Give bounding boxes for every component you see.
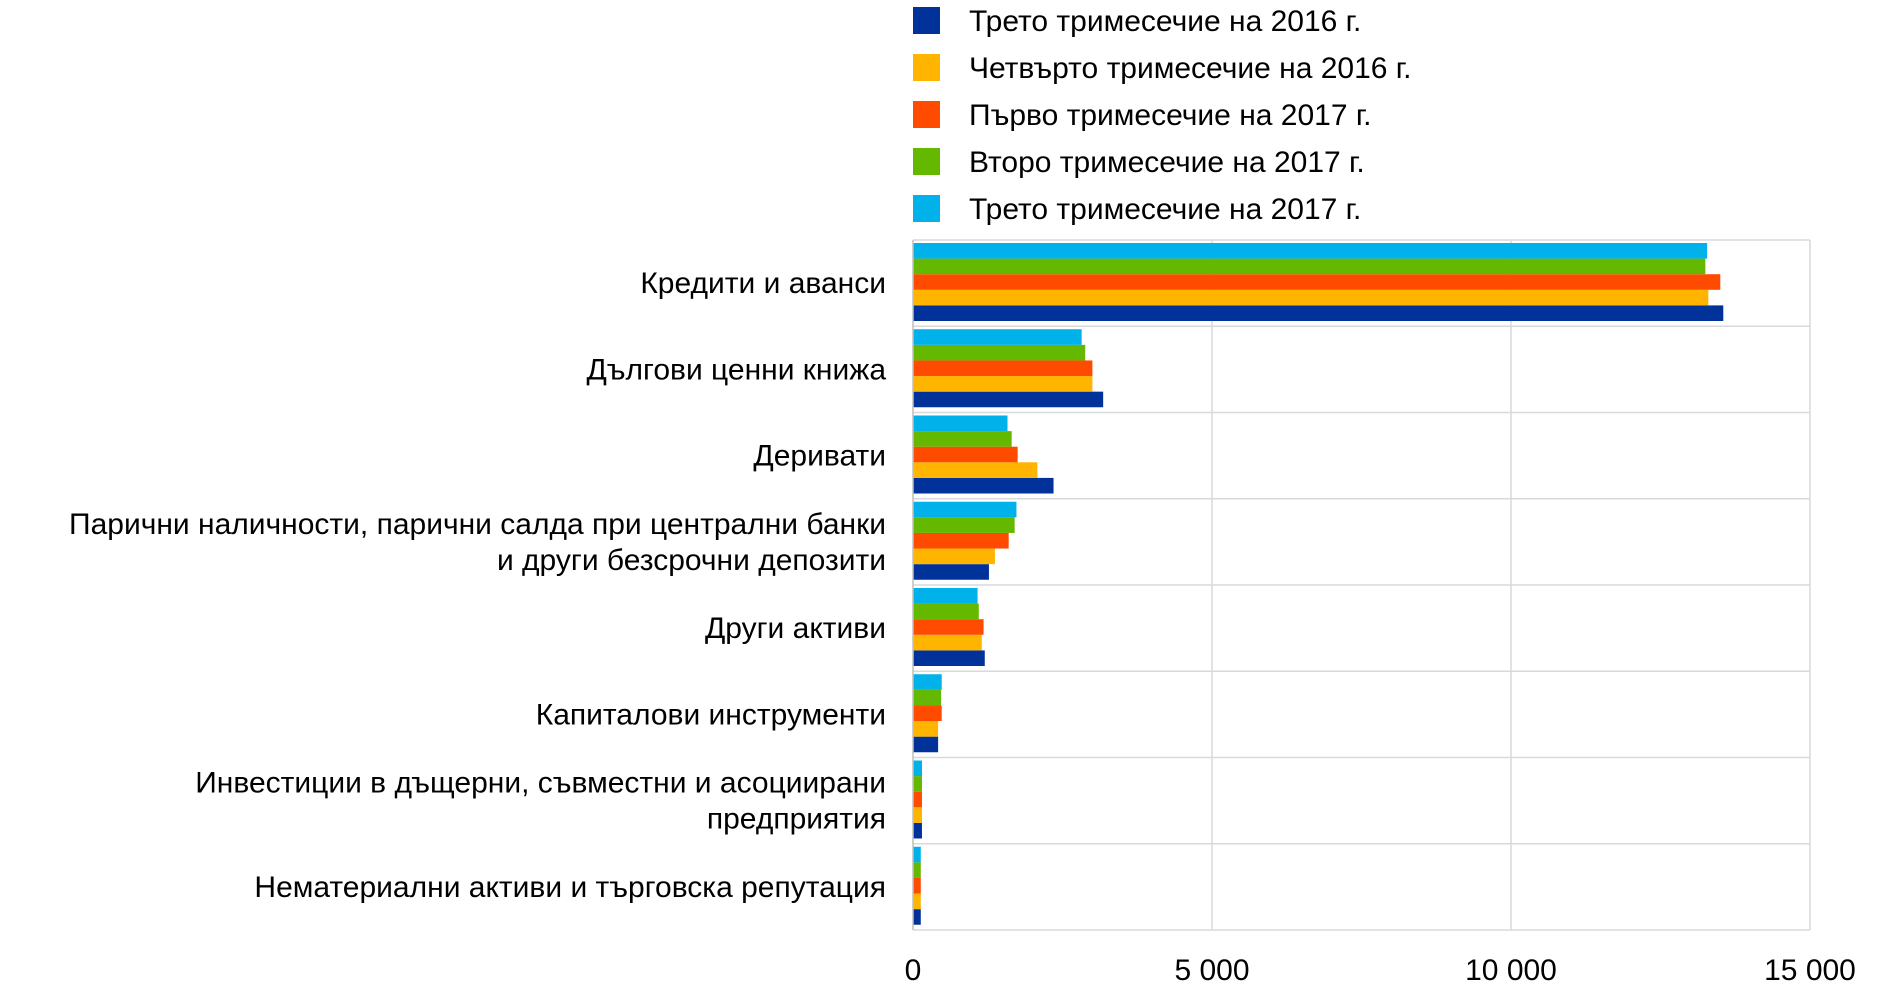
- bar: [913, 689, 942, 706]
- bar: [913, 274, 1721, 290]
- category-label: и други безсрочни депозити: [497, 544, 886, 577]
- category-label: Дългови ценни книжа: [586, 353, 886, 386]
- bar: [913, 258, 1706, 275]
- bar: [913, 548, 995, 565]
- bar: [913, 532, 1009, 549]
- bar: [913, 674, 942, 690]
- bar: [913, 391, 1104, 408]
- legend-item: Четвърто тримесечие на 2016 г.: [913, 52, 1411, 85]
- legend-item: Първо тримесечие на 2017 г.: [913, 99, 1371, 132]
- category-label: Капиталови инструменти: [536, 698, 886, 731]
- bar: [913, 760, 922, 777]
- legend-label: Четвърто тримесечие на 2016 г.: [969, 52, 1411, 85]
- legend-swatch: [913, 148, 940, 175]
- bar: [913, 603, 979, 620]
- bar: [913, 721, 939, 737]
- bar: [913, 446, 1018, 463]
- bar: [913, 243, 1708, 259]
- bar: [913, 619, 984, 635]
- bar: [913, 415, 1008, 432]
- category-label: Парични наличности, парични салда при це…: [69, 508, 886, 541]
- bar: [913, 893, 921, 910]
- category-label: Нематериални активи и търговска репутаци…: [254, 871, 886, 904]
- bar: [913, 376, 1093, 392]
- legend-item: Второ тримесечие на 2017 г.: [913, 146, 1365, 179]
- legend-swatch: [913, 7, 940, 34]
- bar: [913, 776, 922, 792]
- bar: [913, 588, 978, 604]
- bar: [913, 634, 982, 651]
- legend: Трето тримесечие на 2016 г. Четвърто трим…: [913, 5, 1411, 226]
- bar: [913, 431, 1012, 447]
- bar: [913, 862, 921, 878]
- category-label: предприятия: [707, 803, 886, 836]
- bar: [913, 846, 921, 863]
- x-tick-label: 15 000: [1764, 954, 1856, 986]
- bar: [913, 564, 989, 580]
- legend-swatch: [913, 195, 940, 222]
- category-labels: Кредити и аванси Дългови ценни книжа Дерив…: [69, 267, 886, 904]
- bar: [913, 462, 1038, 478]
- legend-label: Трето тримесечие на 2017 г.: [969, 193, 1361, 226]
- legend-swatch: [913, 101, 940, 128]
- bar: [913, 650, 985, 666]
- category-label: Кредити и аванси: [640, 267, 886, 300]
- legend-label: Второ тримесечие на 2017 г.: [969, 146, 1365, 179]
- bar: [913, 501, 1017, 518]
- x-tick-label: 10 000: [1465, 954, 1557, 986]
- grid: [913, 239, 1811, 931]
- bar: [913, 517, 1015, 533]
- bar: [913, 807, 922, 823]
- bar: [913, 360, 1093, 377]
- bar: [913, 909, 921, 925]
- bar: [913, 877, 921, 894]
- legend-label: Първо тримесечие на 2017 г.: [969, 99, 1371, 132]
- x-tick-label: 5 000: [1174, 954, 1249, 986]
- bars: [913, 243, 1724, 925]
- bar: [913, 305, 1724, 321]
- legend-swatch: [913, 54, 940, 81]
- x-tick-label: 0: [905, 954, 922, 986]
- bar: [913, 289, 1709, 306]
- legend-label: Трето тримесечие на 2016 г.: [969, 5, 1361, 38]
- bar: [913, 822, 922, 839]
- bar: [913, 344, 1086, 361]
- x-tick-labels: 0 5 000 10 000 15 000: [905, 954, 1856, 987]
- category-label: Деривати: [753, 440, 886, 473]
- bar: [913, 477, 1054, 494]
- legend-item: Трето тримесечие на 2017 г.: [913, 193, 1361, 226]
- bar: [913, 705, 942, 722]
- category-label: Други активи: [705, 612, 886, 645]
- bar: [913, 329, 1082, 345]
- bar: [913, 791, 922, 808]
- legend-item: Трето тримесечие на 2016 г.: [913, 5, 1361, 38]
- category-label: Инвестиции в дъщерни, съвместни и асоции…: [195, 767, 886, 800]
- bar: [913, 736, 939, 753]
